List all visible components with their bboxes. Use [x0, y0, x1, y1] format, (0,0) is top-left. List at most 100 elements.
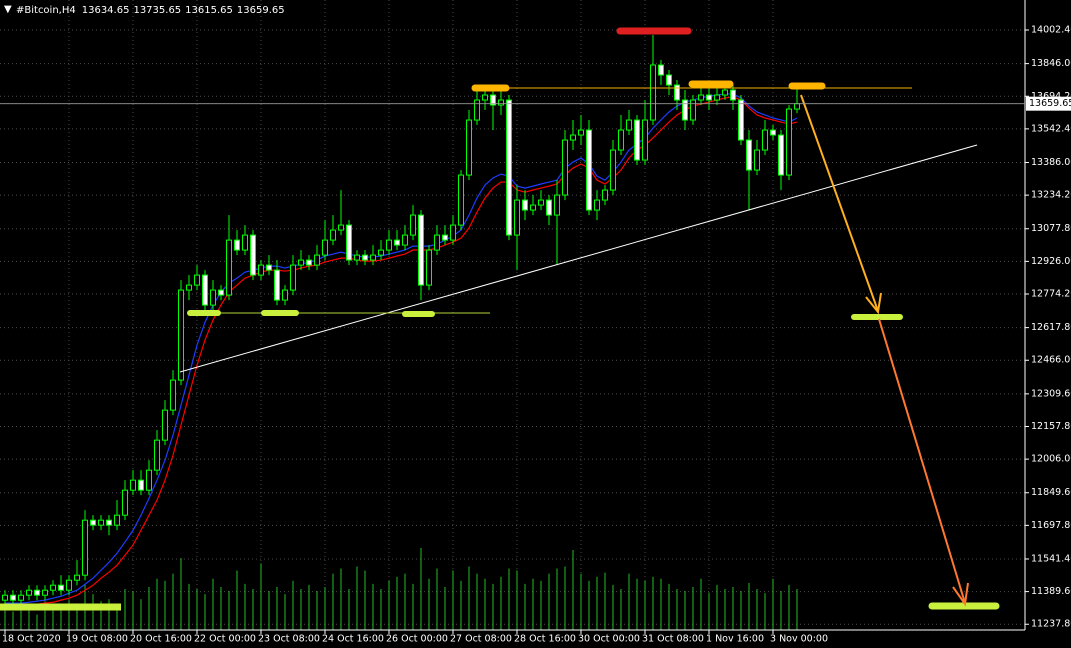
candle-body: [730, 89, 736, 101]
chart-header: #Bitcoin,H4 13634.65 13735.65 13615.65 13659…: [16, 5, 285, 16]
y-tick-label: 11541.40: [1031, 553, 1071, 564]
candle-body: [314, 254, 320, 266]
candle-body: [562, 139, 568, 196]
candle-body: [546, 199, 552, 216]
candle-body: [90, 519, 96, 526]
candle-body: [194, 274, 200, 286]
candle-body: [170, 379, 176, 411]
y-tick-label: 13694.20: [1031, 91, 1071, 102]
y-tick-label: 12006.00: [1031, 454, 1071, 465]
moving-average: [5, 96, 798, 606]
annotations: [0, 27, 1000, 611]
candle-body: [354, 254, 360, 261]
x-tick-label: 20 Oct 16:00: [130, 634, 192, 645]
x-tick-label: 28 Oct 16:00: [514, 634, 576, 645]
candle-body: [714, 94, 720, 101]
candle-body: [610, 149, 616, 191]
candle-body: [642, 119, 648, 161]
x-tick-label: 30 Oct 00:00: [578, 634, 640, 645]
y-tick-label: 12466.00: [1031, 355, 1071, 366]
y-tick-label: 13077.80: [1031, 223, 1071, 234]
candle-body: [130, 479, 136, 491]
candle-body: [722, 89, 728, 96]
y-tick-label: 12309.60: [1031, 388, 1071, 399]
symbol: #Bitcoin,H4: [16, 5, 76, 16]
candle-body: [754, 149, 760, 171]
moving-average: [5, 93, 798, 604]
header-low: 13615.65: [185, 5, 233, 16]
candle-body: [202, 274, 208, 306]
candle-body: [50, 584, 56, 591]
candle-body: [290, 264, 296, 291]
candle-body: [738, 99, 744, 141]
candle-body: [602, 189, 608, 201]
candle-body: [338, 224, 344, 231]
candle-body: [554, 194, 560, 216]
x-tick-label: 22 Oct 00:00: [194, 634, 256, 645]
y-tick-label: 13234.20: [1031, 190, 1071, 201]
candle-body: [634, 119, 640, 161]
candle-body: [98, 519, 104, 526]
candle-body: [674, 84, 680, 101]
y-tick-label: 13846.00: [1031, 58, 1071, 69]
candle-body: [274, 269, 280, 301]
candle-body: [322, 239, 328, 256]
axis-layer: 14002.40 13846.00 13694.20 13542.40 13386.00…: [0, 25, 1071, 645]
candle-body: [218, 289, 224, 296]
candle-body: [82, 519, 88, 576]
candle-body: [138, 479, 144, 491]
candle-body: [186, 284, 192, 291]
y-tick-label: 12926.00: [1031, 256, 1071, 267]
arrow: [878, 318, 966, 604]
candle-body: [650, 64, 656, 121]
menu-arrow: ▼: [4, 4, 12, 15]
y-tick-label: 13386.00: [1031, 157, 1071, 168]
candle-body: [786, 108, 792, 176]
candle-body: [2, 594, 8, 601]
candle-body: [250, 234, 256, 276]
y-tick-label: 13542.40: [1031, 123, 1071, 134]
candle-body: [682, 99, 688, 121]
candle-body: [746, 139, 752, 171]
candle-body: [330, 229, 336, 241]
candle-body: [442, 234, 448, 241]
candle-body: [234, 239, 240, 251]
candle-body: [122, 489, 128, 516]
candle-body: [698, 94, 704, 101]
candle-body: [146, 469, 152, 491]
trend-line: [179, 144, 978, 373]
candle-body: [26, 589, 32, 596]
arrow: [800, 94, 879, 312]
candle-body: [18, 594, 24, 601]
candle-body: [210, 289, 216, 306]
candle-body: [530, 204, 536, 211]
candle-body: [666, 74, 672, 86]
candle-body: [10, 594, 16, 601]
candle-body: [266, 264, 272, 271]
candle-body: [386, 239, 392, 251]
candle-body: [706, 94, 712, 101]
candle-body: [498, 99, 504, 106]
candle-body: [458, 174, 464, 226]
candle-body: [162, 409, 168, 441]
x-tick-label: 18 Oct 2020: [2, 634, 61, 645]
candle-body: [242, 234, 248, 251]
y-tick-label: 14002.40: [1031, 25, 1071, 36]
x-tick-label: 23 Oct 08:00: [258, 634, 320, 645]
candle-body: [594, 199, 600, 211]
candle-body: [794, 103, 800, 110]
candle-body: [490, 94, 496, 106]
candle-body: [378, 249, 384, 256]
candle-body: [658, 64, 664, 76]
candle-body: [34, 589, 40, 596]
candle-body: [226, 239, 232, 296]
candle-body: [450, 224, 456, 241]
candle-body: [506, 99, 512, 236]
y-tick-label: 11237.80: [1031, 619, 1071, 630]
candle-body: [778, 134, 784, 176]
candle-body: [586, 129, 592, 211]
candle-body: [74, 574, 80, 581]
volume-layer: [4, 548, 798, 630]
header-open: 13634.65: [82, 5, 130, 16]
